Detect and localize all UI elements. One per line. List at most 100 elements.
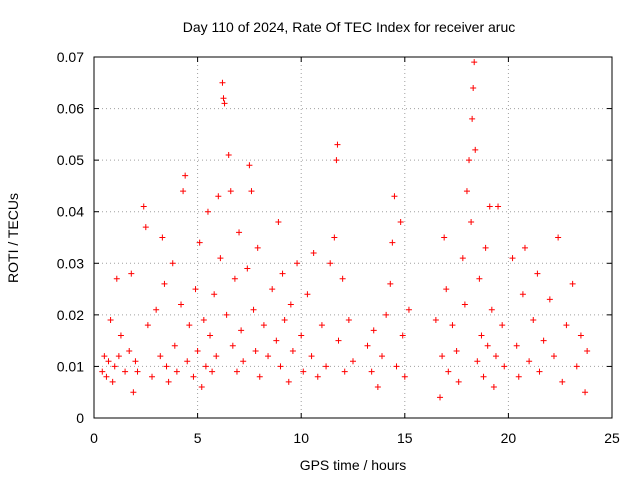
x-tick-label: 15 [397, 430, 413, 446]
data-point [573, 363, 580, 370]
data-point [387, 280, 394, 287]
y-axis-label: ROTI / TECUs [5, 193, 21, 283]
data-point [350, 358, 356, 365]
data-point [269, 286, 276, 293]
x-tick-label: 5 [194, 430, 202, 446]
data-point [142, 224, 149, 231]
data-point [383, 311, 390, 318]
data-point [287, 301, 294, 308]
data-point [432, 317, 439, 324]
data-point [555, 234, 562, 241]
data-point [563, 322, 570, 329]
data-point [474, 358, 481, 365]
data-point [153, 306, 160, 313]
data-point [211, 291, 218, 298]
data-point [455, 378, 462, 385]
data-points [99, 59, 591, 401]
data-point [130, 389, 137, 396]
data-point [327, 260, 334, 267]
data-point [223, 311, 230, 318]
data-point [256, 373, 263, 380]
data-point [250, 306, 257, 313]
data-point [277, 363, 284, 370]
data-point [472, 146, 479, 153]
data-point [486, 203, 493, 210]
data-point [469, 115, 476, 122]
data-point [273, 337, 280, 344]
data-point [180, 188, 187, 195]
data-point [509, 255, 516, 262]
x-tick-label: 0 [90, 430, 98, 446]
data-point [236, 229, 243, 236]
data-point [194, 347, 201, 354]
data-point [144, 322, 151, 329]
data-point [449, 322, 456, 329]
x-tick-label: 25 [604, 430, 620, 446]
data-point [109, 378, 116, 385]
data-point [519, 291, 526, 298]
data-point [107, 317, 114, 324]
data-point [405, 306, 412, 313]
data-point [115, 353, 122, 360]
data-point [254, 244, 261, 251]
data-point [157, 353, 164, 360]
data-point [252, 347, 259, 354]
data-point [476, 275, 483, 282]
data-point [368, 368, 375, 375]
data-point [231, 275, 238, 282]
data-point [134, 368, 141, 375]
data-point [221, 100, 228, 107]
data-point [244, 265, 251, 272]
grid-lines [94, 57, 612, 418]
data-point [482, 244, 489, 251]
data-point [207, 332, 214, 339]
data-point [101, 353, 108, 360]
data-point [536, 368, 543, 375]
data-point [453, 347, 460, 354]
plot-frame [93, 56, 613, 419]
data-point [393, 363, 400, 370]
data-point [501, 363, 508, 370]
data-point [480, 373, 487, 380]
data-point [478, 332, 485, 339]
data-point [374, 384, 381, 391]
data-point [298, 332, 305, 339]
data-point [132, 358, 139, 365]
data-point [399, 332, 406, 339]
data-point [443, 286, 450, 293]
data-point [275, 219, 282, 226]
y-tick-label: 0.04 [57, 204, 84, 220]
data-point [488, 306, 495, 313]
x-axis-label: GPS time / hours [300, 457, 407, 473]
data-point [229, 342, 236, 349]
y-tick-label: 0.02 [57, 307, 84, 323]
data-point [213, 353, 220, 360]
data-point [534, 270, 541, 277]
x-tick-labels: 0 5 10 15 20 25 [90, 430, 620, 446]
data-point [198, 384, 205, 391]
data-point [577, 332, 584, 339]
data-point [200, 317, 207, 324]
data-point [238, 327, 245, 334]
data-point [379, 353, 386, 360]
data-point [331, 234, 338, 241]
data-point [260, 322, 267, 329]
y-tick-label: 0.06 [57, 101, 84, 117]
data-point [126, 347, 133, 354]
data-point [140, 203, 147, 210]
data-point [171, 342, 178, 349]
data-point [391, 193, 398, 200]
data-point [202, 363, 209, 370]
data-point [499, 322, 506, 329]
data-point [437, 394, 444, 401]
data-point [439, 353, 446, 360]
data-point [182, 172, 189, 179]
data-point [209, 368, 216, 375]
y-tick-label: 0.07 [57, 49, 84, 65]
data-point [219, 79, 226, 86]
chart-title: Day 110 of 2024, Rate Of TEC Index for r… [183, 19, 516, 35]
data-point [99, 368, 106, 375]
data-point [159, 234, 166, 241]
data-point [300, 368, 307, 375]
data-point [285, 378, 292, 385]
